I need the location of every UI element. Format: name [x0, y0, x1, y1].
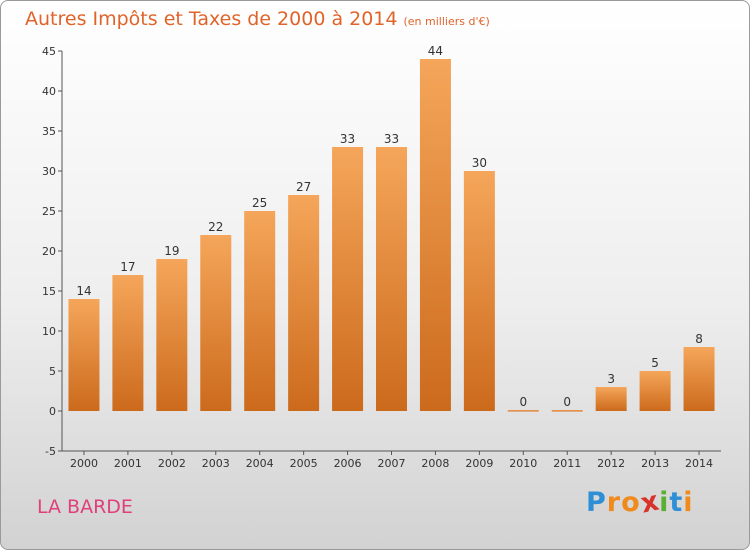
proxiti-logo: Proxiti — [586, 485, 694, 519]
x-tick-label: 2007 — [378, 457, 406, 470]
bar — [68, 299, 100, 411]
bar — [595, 387, 627, 411]
bar — [288, 195, 320, 411]
bar — [376, 147, 407, 411]
chart-title: Autres Impôts et Taxes de 2000 à 2014 (en… — [25, 8, 490, 30]
bar-value-label: 14 — [76, 284, 91, 298]
x-tick-label: 2008 — [421, 457, 449, 470]
location-name: LA BARDE — [37, 496, 133, 518]
bar-value-label: 17 — [120, 260, 135, 274]
bar — [419, 59, 451, 411]
bar-value-label: 3 — [607, 372, 615, 386]
bar-value-label: 33 — [384, 132, 399, 146]
bar-value-label: 8 — [695, 332, 703, 346]
logo-letter: o — [621, 487, 641, 518]
bar-value-label: 27 — [296, 180, 311, 194]
y-tick-label: 15 — [42, 285, 56, 298]
bar — [332, 147, 364, 411]
chart-subtitle: (en milliers d'€) — [403, 15, 490, 28]
bar-value-label: 19 — [164, 244, 179, 258]
bar-value-label: 33 — [340, 132, 355, 146]
bar — [244, 211, 276, 411]
x-tick-label: 2003 — [202, 457, 230, 470]
x-tick-label: 2014 — [685, 457, 713, 470]
x-tick-label: 2002 — [158, 457, 186, 470]
bar — [639, 371, 671, 411]
y-tick-label: 30 — [42, 165, 56, 178]
bar-value-label: 5 — [651, 356, 659, 370]
y-tick-label: 40 — [42, 85, 56, 98]
y-tick-label: 25 — [42, 205, 56, 218]
bar-value-label: 30 — [472, 156, 487, 170]
bar — [463, 171, 495, 411]
x-tick-label: 2006 — [334, 457, 362, 470]
chart-title-text: Autres Impôts et Taxes de 2000 à 2014 — [25, 8, 398, 30]
x-tick-label: 2009 — [465, 457, 493, 470]
chart-data-labels: 14 17 19 22 25 27 33 33 44 30 0 0 3 5 8 — [76, 44, 703, 409]
bar-value-label: 25 — [252, 196, 267, 210]
x-tick-label: 2000 — [70, 457, 98, 470]
x-tick-label: 2005 — [290, 457, 318, 470]
x-tick-label: 2012 — [597, 457, 625, 470]
x-tick-label: 2013 — [641, 457, 669, 470]
logo-letter: P — [586, 487, 607, 518]
x-tick-label: 2001 — [114, 457, 142, 470]
logo-letter: i — [659, 487, 670, 518]
x-tick-label: 2010 — [509, 457, 537, 470]
bar — [112, 275, 144, 411]
y-tick-label: 10 — [42, 325, 56, 338]
chart-bars — [68, 59, 715, 412]
bar — [683, 347, 715, 411]
x-tick-label: 2004 — [246, 457, 274, 470]
bar-value-label: 22 — [208, 220, 223, 234]
y-tick-label: 35 — [42, 125, 56, 138]
y-tick-label: 20 — [42, 245, 56, 258]
y-tick-label: 0 — [49, 405, 56, 418]
bar — [156, 259, 188, 411]
y-tick-label: 5 — [49, 365, 56, 378]
bar-value-label: 0 — [519, 395, 527, 409]
logo-letter: r — [606, 487, 622, 518]
bar — [551, 410, 583, 412]
bar-value-label: 0 — [563, 395, 571, 409]
x-tick-label: 2011 — [553, 457, 581, 470]
y-tick-label: 45 — [42, 45, 56, 58]
logo-letter: i — [683, 487, 694, 518]
bar — [200, 235, 232, 411]
bar — [507, 410, 539, 412]
logo-letter: t — [669, 487, 684, 518]
y-tick-label: -5 — [45, 445, 56, 458]
bar-value-label: 44 — [428, 44, 443, 58]
